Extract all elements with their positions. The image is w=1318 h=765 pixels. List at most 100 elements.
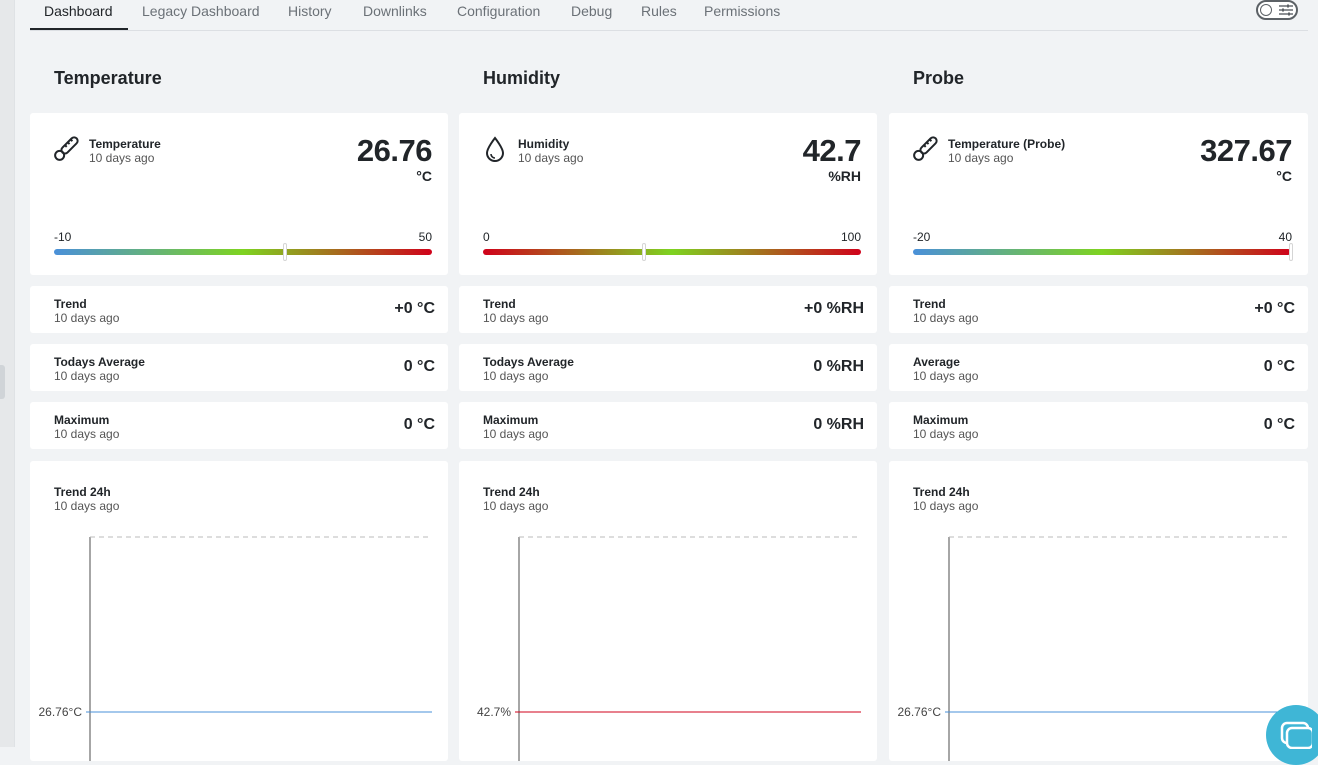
gauge-max: 50: [418, 230, 432, 244]
value-gauge: [913, 243, 1293, 261]
stat-row-trend[interactable]: Trend 10 days ago +0 °C: [889, 286, 1308, 333]
stat-label: Todays Average: [483, 355, 574, 369]
sensor-card-probe[interactable]: Temperature (Probe) 10 days ago 327.67 °…: [889, 113, 1308, 275]
stat-time: 10 days ago: [913, 427, 979, 441]
stat-label: Todays Average: [54, 355, 145, 369]
chart-time: 10 days ago: [913, 499, 979, 513]
tab-configuration[interactable]: Configuration: [457, 3, 541, 19]
stat-label: Trend: [913, 297, 946, 311]
stat-row-average[interactable]: Todays Average 10 days ago 0 °C: [30, 344, 448, 391]
tab-debug[interactable]: Debug: [571, 3, 613, 19]
trend-chart: [945, 536, 1308, 761]
chart-time: 10 days ago: [483, 499, 549, 513]
stat-value: 0 %RH: [813, 358, 864, 375]
stat-row-maximum[interactable]: Maximum 10 days ago 0 °C: [30, 402, 448, 449]
sensor-name: Humidity: [518, 137, 570, 151]
stat-label: Maximum: [483, 413, 539, 427]
gauge-max: 40: [1278, 230, 1292, 244]
gauge-marker: [1289, 243, 1293, 261]
sensor-card-humidity[interactable]: Humidity 10 days ago 42.7 %RH 0 100: [459, 113, 877, 275]
y-axis-tick: 26.76°C: [38, 705, 83, 719]
tab-permissions[interactable]: Permissions: [704, 3, 781, 19]
stat-time: 10 days ago: [54, 427, 120, 441]
column-title-probe: Probe: [913, 68, 965, 88]
gauge-marker: [282, 243, 287, 261]
sensor-time: 10 days ago: [518, 151, 584, 165]
gauge-marker: [642, 243, 647, 261]
y-axis-tick: 26.76°C: [897, 705, 942, 719]
stat-time: 10 days ago: [913, 311, 979, 325]
stat-label: Trend: [483, 297, 516, 311]
column-title-humidity: Humidity: [483, 68, 561, 88]
trend-chart: [515, 536, 861, 761]
trend-chart-card[interactable]: Trend 24h 10 days ago 26.76°C: [30, 461, 448, 761]
stat-row-trend[interactable]: Trend 10 days ago +0 %RH: [459, 286, 877, 333]
value-gauge: [54, 243, 432, 261]
stat-label: Average: [913, 355, 960, 369]
stat-value: 0 %RH: [813, 416, 864, 433]
stat-value: 0 °C: [403, 416, 435, 433]
sensor-value: 26.76: [356, 133, 433, 168]
sensor-unit: °C: [416, 168, 432, 184]
stat-time: 10 days ago: [483, 427, 549, 441]
thermometer-icon: [913, 136, 938, 161]
tab-history[interactable]: History: [288, 3, 332, 19]
stat-time: 10 days ago: [54, 311, 120, 325]
trend-chart-card[interactable]: Trend 24h 10 days ago 26.76°C: [889, 461, 1308, 761]
sensor-unit: °C: [1276, 168, 1292, 184]
stat-label: Trend: [54, 297, 87, 311]
stat-value: 0 °C: [1263, 416, 1295, 433]
sensor-unit: %RH: [828, 168, 861, 184]
gauge-min: -10: [54, 230, 72, 244]
sensor-time: 10 days ago: [948, 151, 1014, 165]
tab-legacy-dashboard[interactable]: Legacy Dashboard: [142, 3, 260, 19]
chat-icon: [1280, 721, 1312, 749]
value-gauge: [483, 243, 861, 261]
stat-row-average[interactable]: Average 10 days ago 0 °C: [889, 344, 1308, 391]
sensor-name: Temperature: [89, 137, 161, 151]
gauge-min: -20: [913, 230, 931, 244]
stat-value: +0 %RH: [803, 300, 864, 317]
gauge-min: 0: [483, 230, 490, 244]
chart-label: Trend 24h: [483, 485, 540, 499]
sensor-value: 42.7: [802, 133, 862, 168]
stat-value: +0 °C: [394, 300, 435, 317]
settings-toggle[interactable]: [1256, 0, 1298, 20]
chart-time: 10 days ago: [54, 499, 120, 513]
stat-time: 10 days ago: [483, 311, 549, 325]
gauge-max: 100: [840, 230, 861, 244]
tab-rules[interactable]: Rules: [641, 3, 677, 19]
chart-label: Trend 24h: [913, 485, 970, 499]
column-title-temperature: Temperature: [54, 68, 162, 88]
active-tab-indicator: [30, 28, 128, 30]
toggle-knob: [1260, 4, 1272, 16]
stat-value: +0 °C: [1254, 300, 1295, 317]
trend-chart: [86, 536, 432, 761]
stat-row-trend[interactable]: Trend 10 days ago +0 °C: [30, 286, 448, 333]
stat-row-maximum[interactable]: Maximum 10 days ago 0 °C: [889, 402, 1308, 449]
stat-time: 10 days ago: [483, 369, 549, 383]
stat-label: Maximum: [54, 413, 110, 427]
trend-chart-card[interactable]: Trend 24h 10 days ago 42.7%: [459, 461, 877, 761]
sliders-icon: [1279, 4, 1293, 16]
sidebar-collapse-handle[interactable]: [0, 365, 5, 399]
chart-label: Trend 24h: [54, 485, 111, 499]
thermometer-icon: [54, 136, 79, 161]
stat-value: 0 °C: [403, 358, 435, 375]
droplet-icon: [485, 136, 505, 162]
y-axis-tick: 42.7%: [476, 705, 511, 719]
stat-value: 0 °C: [1263, 358, 1295, 375]
tab-downlinks[interactable]: Downlinks: [363, 3, 427, 19]
left-sidebar-rail: [0, 0, 15, 747]
stat-time: 10 days ago: [913, 369, 979, 383]
sensor-name: Temperature (Probe): [948, 137, 1066, 151]
stat-label: Maximum: [913, 413, 969, 427]
sensor-card-temperature[interactable]: Temperature 10 days ago 26.76 °C -10 50: [30, 113, 448, 275]
stat-row-maximum[interactable]: Maximum 10 days ago 0 %RH: [459, 402, 877, 449]
sensor-time: 10 days ago: [89, 151, 155, 165]
chat-launcher-button[interactable]: [1266, 705, 1318, 765]
tab-bar: Dashboard Legacy Dashboard History Downl…: [30, 0, 1308, 31]
stat-time: 10 days ago: [54, 369, 120, 383]
stat-row-average[interactable]: Todays Average 10 days ago 0 %RH: [459, 344, 877, 391]
tab-dashboard[interactable]: Dashboard: [44, 3, 113, 19]
